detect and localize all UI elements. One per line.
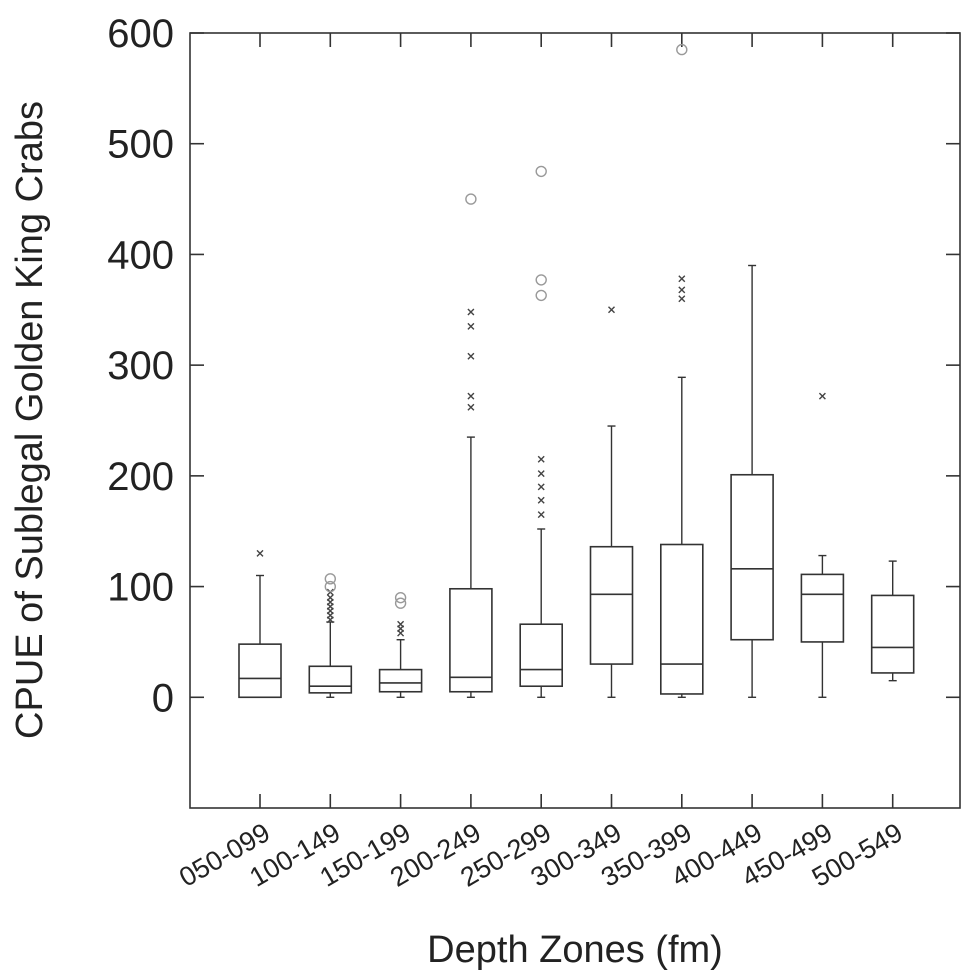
- iqr-box: [378, 668, 423, 693]
- far-outlier-mark: [535, 165, 547, 178]
- y-axis-title: CPUE of Sublegal Golden King Crabs: [9, 101, 51, 739]
- boxes: [238, 43, 915, 699]
- box-group: [659, 43, 704, 698]
- y-tick-label: 100: [107, 566, 174, 610]
- box-group: [519, 165, 564, 698]
- outlier-mark: [678, 286, 686, 294]
- iqr-box: [800, 573, 845, 643]
- outlier-mark: [467, 403, 475, 411]
- outlier-mark: [397, 620, 405, 628]
- far-outlier-mark: [324, 573, 336, 585]
- iqr-box: [449, 587, 493, 693]
- outlier-mark: [537, 470, 545, 478]
- box-group: [800, 392, 845, 698]
- far-outlier-mark: [535, 289, 547, 302]
- outlier-mark: [818, 392, 826, 400]
- outlier-mark: [678, 275, 686, 283]
- iqr-box: [519, 623, 564, 688]
- y-tick-label: 600: [107, 12, 174, 56]
- y-tick-label: 200: [107, 455, 174, 499]
- outlier-mark: [608, 306, 615, 314]
- far-outlier-mark: [324, 580, 336, 593]
- iqr-box: [870, 594, 915, 674]
- outlier-mark: [256, 549, 264, 557]
- y-tick-labels: 0 100 200 300 400 500 600: [107, 12, 174, 720]
- iqr-box: [238, 643, 282, 699]
- y-tick-label: 300: [107, 344, 174, 388]
- y-tick-label: 400: [107, 233, 174, 277]
- outlier-mark: [678, 295, 686, 303]
- x-category-labels: 050-099100-149150-199200-249250-299300-3…: [174, 817, 908, 893]
- far-outlier-mark: [676, 43, 688, 56]
- iqr-box: [589, 545, 634, 665]
- far-outlier-mark: [394, 591, 407, 604]
- y-tick-label: 0: [152, 676, 174, 720]
- outlier-mark: [467, 308, 475, 316]
- iqr-box: [659, 543, 704, 695]
- box-group: [449, 193, 493, 698]
- box-group: [870, 560, 915, 682]
- far-outlier-mark: [394, 597, 407, 609]
- outlier-mark: [467, 392, 475, 400]
- y-tick-label: 500: [107, 123, 174, 167]
- box-group: [730, 264, 774, 698]
- outlier-mark: [537, 455, 545, 463]
- outlier-mark: [326, 594, 334, 602]
- box-group: [308, 573, 353, 698]
- box-group: [378, 591, 423, 698]
- outlier-mark: [537, 483, 545, 491]
- iqr-box: [308, 665, 353, 694]
- iqr-box: [730, 473, 774, 641]
- box-group: [589, 306, 634, 698]
- far-outlier-mark: [535, 274, 547, 286]
- axis-ticks: [190, 32, 960, 808]
- plot-frame: [189, 32, 961, 809]
- far-outlier-mark: [465, 193, 477, 205]
- outlier-mark: [467, 352, 475, 360]
- outlier-mark: [537, 511, 545, 519]
- outlier-mark: [467, 322, 475, 330]
- box-group: [238, 549, 282, 699]
- outlier-mark: [537, 496, 545, 504]
- x-axis-title: Depth Zones (fm): [427, 929, 723, 971]
